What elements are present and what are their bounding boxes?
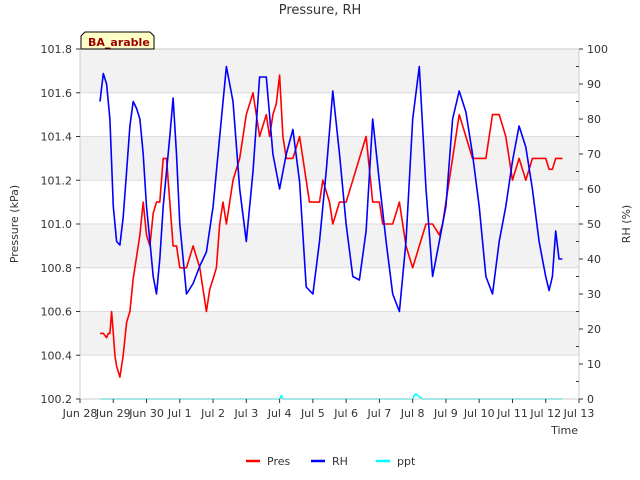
station-label-box: BA_arable xyxy=(80,31,155,50)
x-tick-label: Jul 4 xyxy=(267,407,292,420)
x-tick-label: Jun 28 xyxy=(62,407,98,420)
y2-tick-label: 60 xyxy=(587,183,601,196)
plot-band xyxy=(80,49,579,93)
x-tick-label: Jul 3 xyxy=(233,407,258,420)
y-tick-label: 101.0 xyxy=(41,218,73,231)
plot-band xyxy=(80,224,579,268)
station-label: BA_arable xyxy=(88,36,150,49)
legend-label-rh: RH xyxy=(332,455,348,468)
x-tick-label: Jul 1 xyxy=(167,407,192,420)
chart-title: Pressure, RH xyxy=(279,3,362,18)
x-tick-label: Jun 30 xyxy=(128,407,164,420)
y2-tick-label: 90 xyxy=(587,78,601,91)
y-tick-label: 100.2 xyxy=(41,393,73,406)
y-tick-label: 101.6 xyxy=(41,87,73,100)
plot-band xyxy=(80,311,579,356)
y2-tick-label: 20 xyxy=(587,323,601,336)
plot-band xyxy=(80,136,579,181)
right-axis: 0 10 20 30 40 50 60 70 80 90 100 xyxy=(576,43,608,406)
x-tick-label: Jul 9 xyxy=(433,407,458,420)
x-tick-label: Jul 10 xyxy=(463,407,495,420)
y-tick-label: 101.2 xyxy=(41,174,73,187)
series-line-pres xyxy=(100,74,563,378)
x-axis-label: Time xyxy=(550,424,578,437)
x-tick-label: Jun 29 xyxy=(95,407,131,420)
y2-tick-label: 10 xyxy=(587,358,601,371)
y2-tick-label: 100 xyxy=(587,43,608,56)
y-tick-label: 100.6 xyxy=(41,306,73,319)
y-tick-label: 101.4 xyxy=(41,131,73,144)
legend-label-ppt: ppt xyxy=(397,455,416,468)
plot-band xyxy=(80,355,579,399)
y-tick-label: 100.4 xyxy=(41,349,73,362)
y2-tick-label: 50 xyxy=(587,218,601,231)
y2-tick-label: 0 xyxy=(587,393,594,406)
legend-label-pres: Pres xyxy=(267,455,290,468)
series-line-ppt xyxy=(100,392,563,400)
y-axis-label: Pressure (kPa) xyxy=(8,185,21,263)
y-tick-label: 100.8 xyxy=(41,262,73,275)
y2-tick-label: 30 xyxy=(587,288,601,301)
x-tick-label: Jul 12 xyxy=(529,407,561,420)
x-tick-label: Jul 11 xyxy=(496,407,528,420)
y-tick-label: 101.8 xyxy=(41,43,73,56)
y2-tick-label: 70 xyxy=(587,148,601,161)
legend: Pres RH ppt xyxy=(246,455,416,468)
x-tick-label: Jul 13 xyxy=(563,407,595,420)
series-line-rh xyxy=(99,65,563,313)
plot-band xyxy=(80,267,579,312)
series-layer xyxy=(99,65,563,400)
x-tick-label: Jul 5 xyxy=(300,407,325,420)
x-tick-label: Jul 2 xyxy=(200,407,225,420)
x-tick-label: Jul 8 xyxy=(400,407,425,420)
x-tick-label: Jul 6 xyxy=(333,407,358,420)
y2-axis-label: RH (%) xyxy=(620,205,633,243)
left-axis: 100.2 100.4 100.6 100.8 101.0 101.2 101.4 101.6… xyxy=(41,43,80,406)
x-tick-label: Jul 7 xyxy=(367,407,392,420)
y2-tick-label: 80 xyxy=(587,113,601,126)
y2-tick-label: 40 xyxy=(587,253,601,266)
